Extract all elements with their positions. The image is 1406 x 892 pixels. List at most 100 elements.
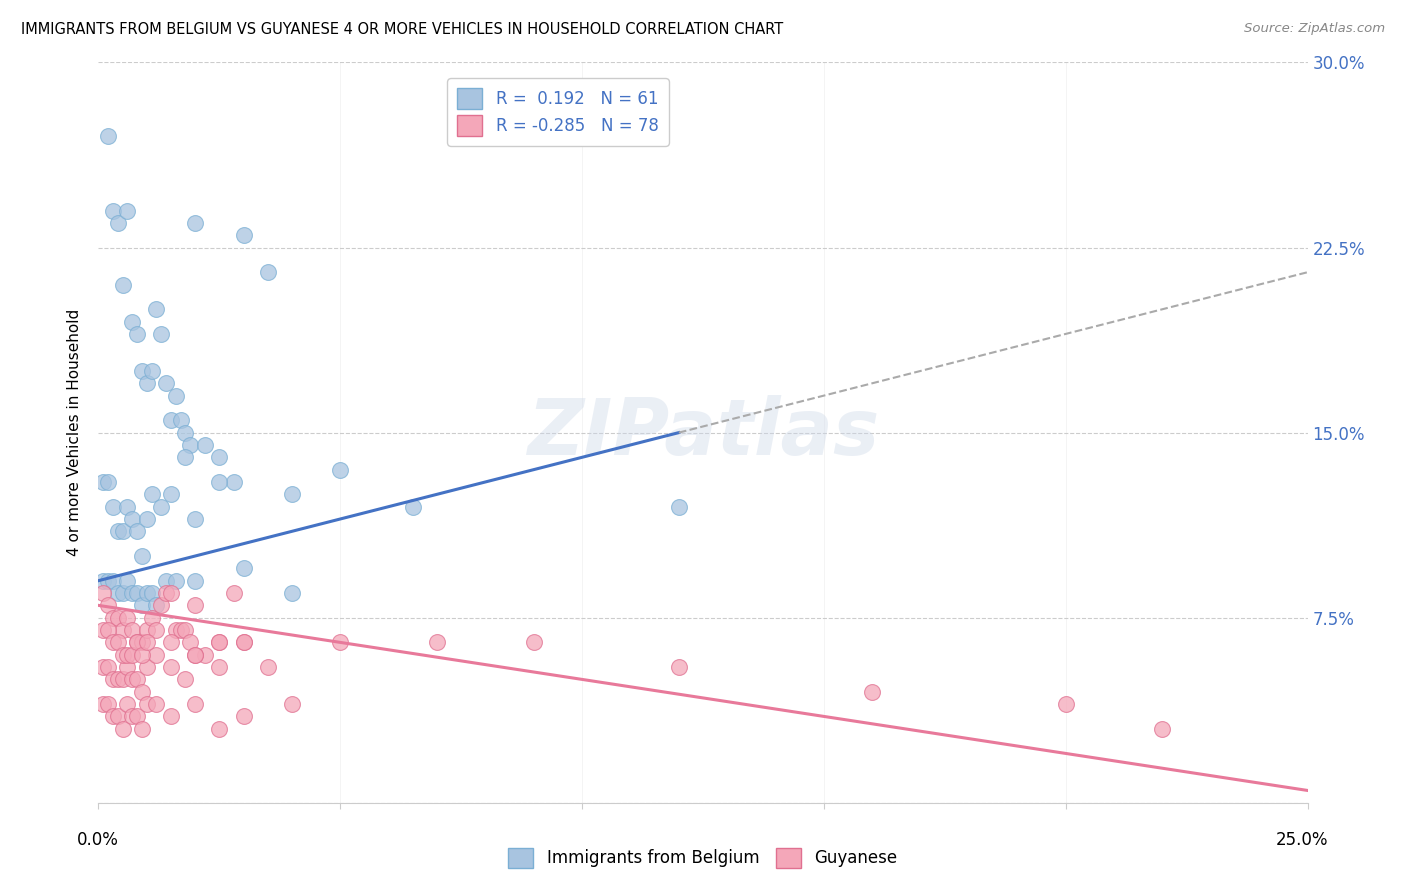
- Point: [179, 635, 201, 649]
- Point: [121, 673, 143, 687]
- Text: ZIPatlas: ZIPatlas: [527, 394, 879, 471]
- Point: [208, 635, 231, 649]
- Point: [117, 648, 139, 662]
- Point: [107, 635, 129, 649]
- Point: [97, 129, 120, 144]
- Point: [91, 574, 114, 588]
- Point: [121, 648, 143, 662]
- Point: [121, 512, 143, 526]
- Point: [121, 709, 143, 723]
- Point: [184, 574, 207, 588]
- Point: [135, 697, 157, 711]
- Point: [165, 574, 187, 588]
- Point: [101, 635, 124, 649]
- Point: [127, 673, 149, 687]
- Point: [179, 438, 201, 452]
- Point: [101, 673, 124, 687]
- Point: [127, 586, 149, 600]
- Point: [107, 610, 129, 624]
- Point: [402, 500, 425, 514]
- Point: [174, 623, 197, 637]
- Point: [97, 623, 120, 637]
- Point: [232, 635, 254, 649]
- Point: [121, 586, 143, 600]
- Point: [169, 413, 191, 427]
- Y-axis label: 4 or more Vehicles in Household: 4 or more Vehicles in Household: [67, 309, 83, 557]
- Legend: Immigrants from Belgium, Guyanese: Immigrants from Belgium, Guyanese: [502, 841, 904, 875]
- Point: [155, 586, 177, 600]
- Point: [111, 524, 134, 539]
- Point: [145, 599, 167, 613]
- Point: [174, 450, 197, 465]
- Point: [111, 722, 134, 736]
- Text: 0.0%: 0.0%: [77, 831, 120, 849]
- Point: [91, 697, 114, 711]
- Point: [208, 722, 231, 736]
- Point: [426, 635, 449, 649]
- Point: [107, 524, 129, 539]
- Point: [145, 648, 167, 662]
- Legend: R =  0.192   N = 61, R = -0.285   N = 78: R = 0.192 N = 61, R = -0.285 N = 78: [447, 78, 668, 145]
- Point: [232, 635, 254, 649]
- Point: [281, 697, 304, 711]
- Point: [141, 487, 163, 501]
- Point: [160, 413, 183, 427]
- Point: [174, 673, 197, 687]
- Point: [145, 302, 167, 317]
- Point: [131, 364, 153, 378]
- Point: [131, 635, 153, 649]
- Point: [135, 623, 157, 637]
- Point: [97, 599, 120, 613]
- Point: [169, 623, 191, 637]
- Point: [91, 586, 114, 600]
- Point: [1152, 722, 1174, 736]
- Point: [117, 574, 139, 588]
- Point: [107, 586, 129, 600]
- Text: 25.0%: 25.0%: [1277, 831, 1329, 849]
- Point: [127, 635, 149, 649]
- Point: [160, 586, 183, 600]
- Point: [101, 500, 124, 514]
- Point: [97, 660, 120, 674]
- Point: [184, 512, 207, 526]
- Point: [668, 660, 690, 674]
- Point: [160, 709, 183, 723]
- Point: [135, 586, 157, 600]
- Point: [256, 660, 278, 674]
- Point: [111, 648, 134, 662]
- Point: [281, 586, 304, 600]
- Point: [194, 438, 217, 452]
- Point: [232, 561, 254, 575]
- Point: [150, 599, 173, 613]
- Point: [107, 216, 129, 230]
- Point: [107, 709, 129, 723]
- Point: [141, 586, 163, 600]
- Point: [135, 376, 157, 391]
- Text: Source: ZipAtlas.com: Source: ZipAtlas.com: [1244, 22, 1385, 36]
- Point: [155, 574, 177, 588]
- Point: [111, 277, 134, 292]
- Point: [208, 475, 231, 489]
- Point: [184, 697, 207, 711]
- Point: [111, 586, 134, 600]
- Point: [131, 599, 153, 613]
- Point: [150, 500, 173, 514]
- Point: [101, 610, 124, 624]
- Point: [127, 635, 149, 649]
- Point: [184, 599, 207, 613]
- Point: [127, 524, 149, 539]
- Point: [97, 475, 120, 489]
- Point: [97, 574, 120, 588]
- Point: [160, 660, 183, 674]
- Point: [232, 709, 254, 723]
- Point: [232, 228, 254, 243]
- Point: [111, 623, 134, 637]
- Point: [523, 635, 546, 649]
- Point: [668, 500, 690, 514]
- Point: [208, 450, 231, 465]
- Point: [208, 660, 231, 674]
- Point: [141, 610, 163, 624]
- Point: [184, 216, 207, 230]
- Point: [117, 610, 139, 624]
- Point: [135, 660, 157, 674]
